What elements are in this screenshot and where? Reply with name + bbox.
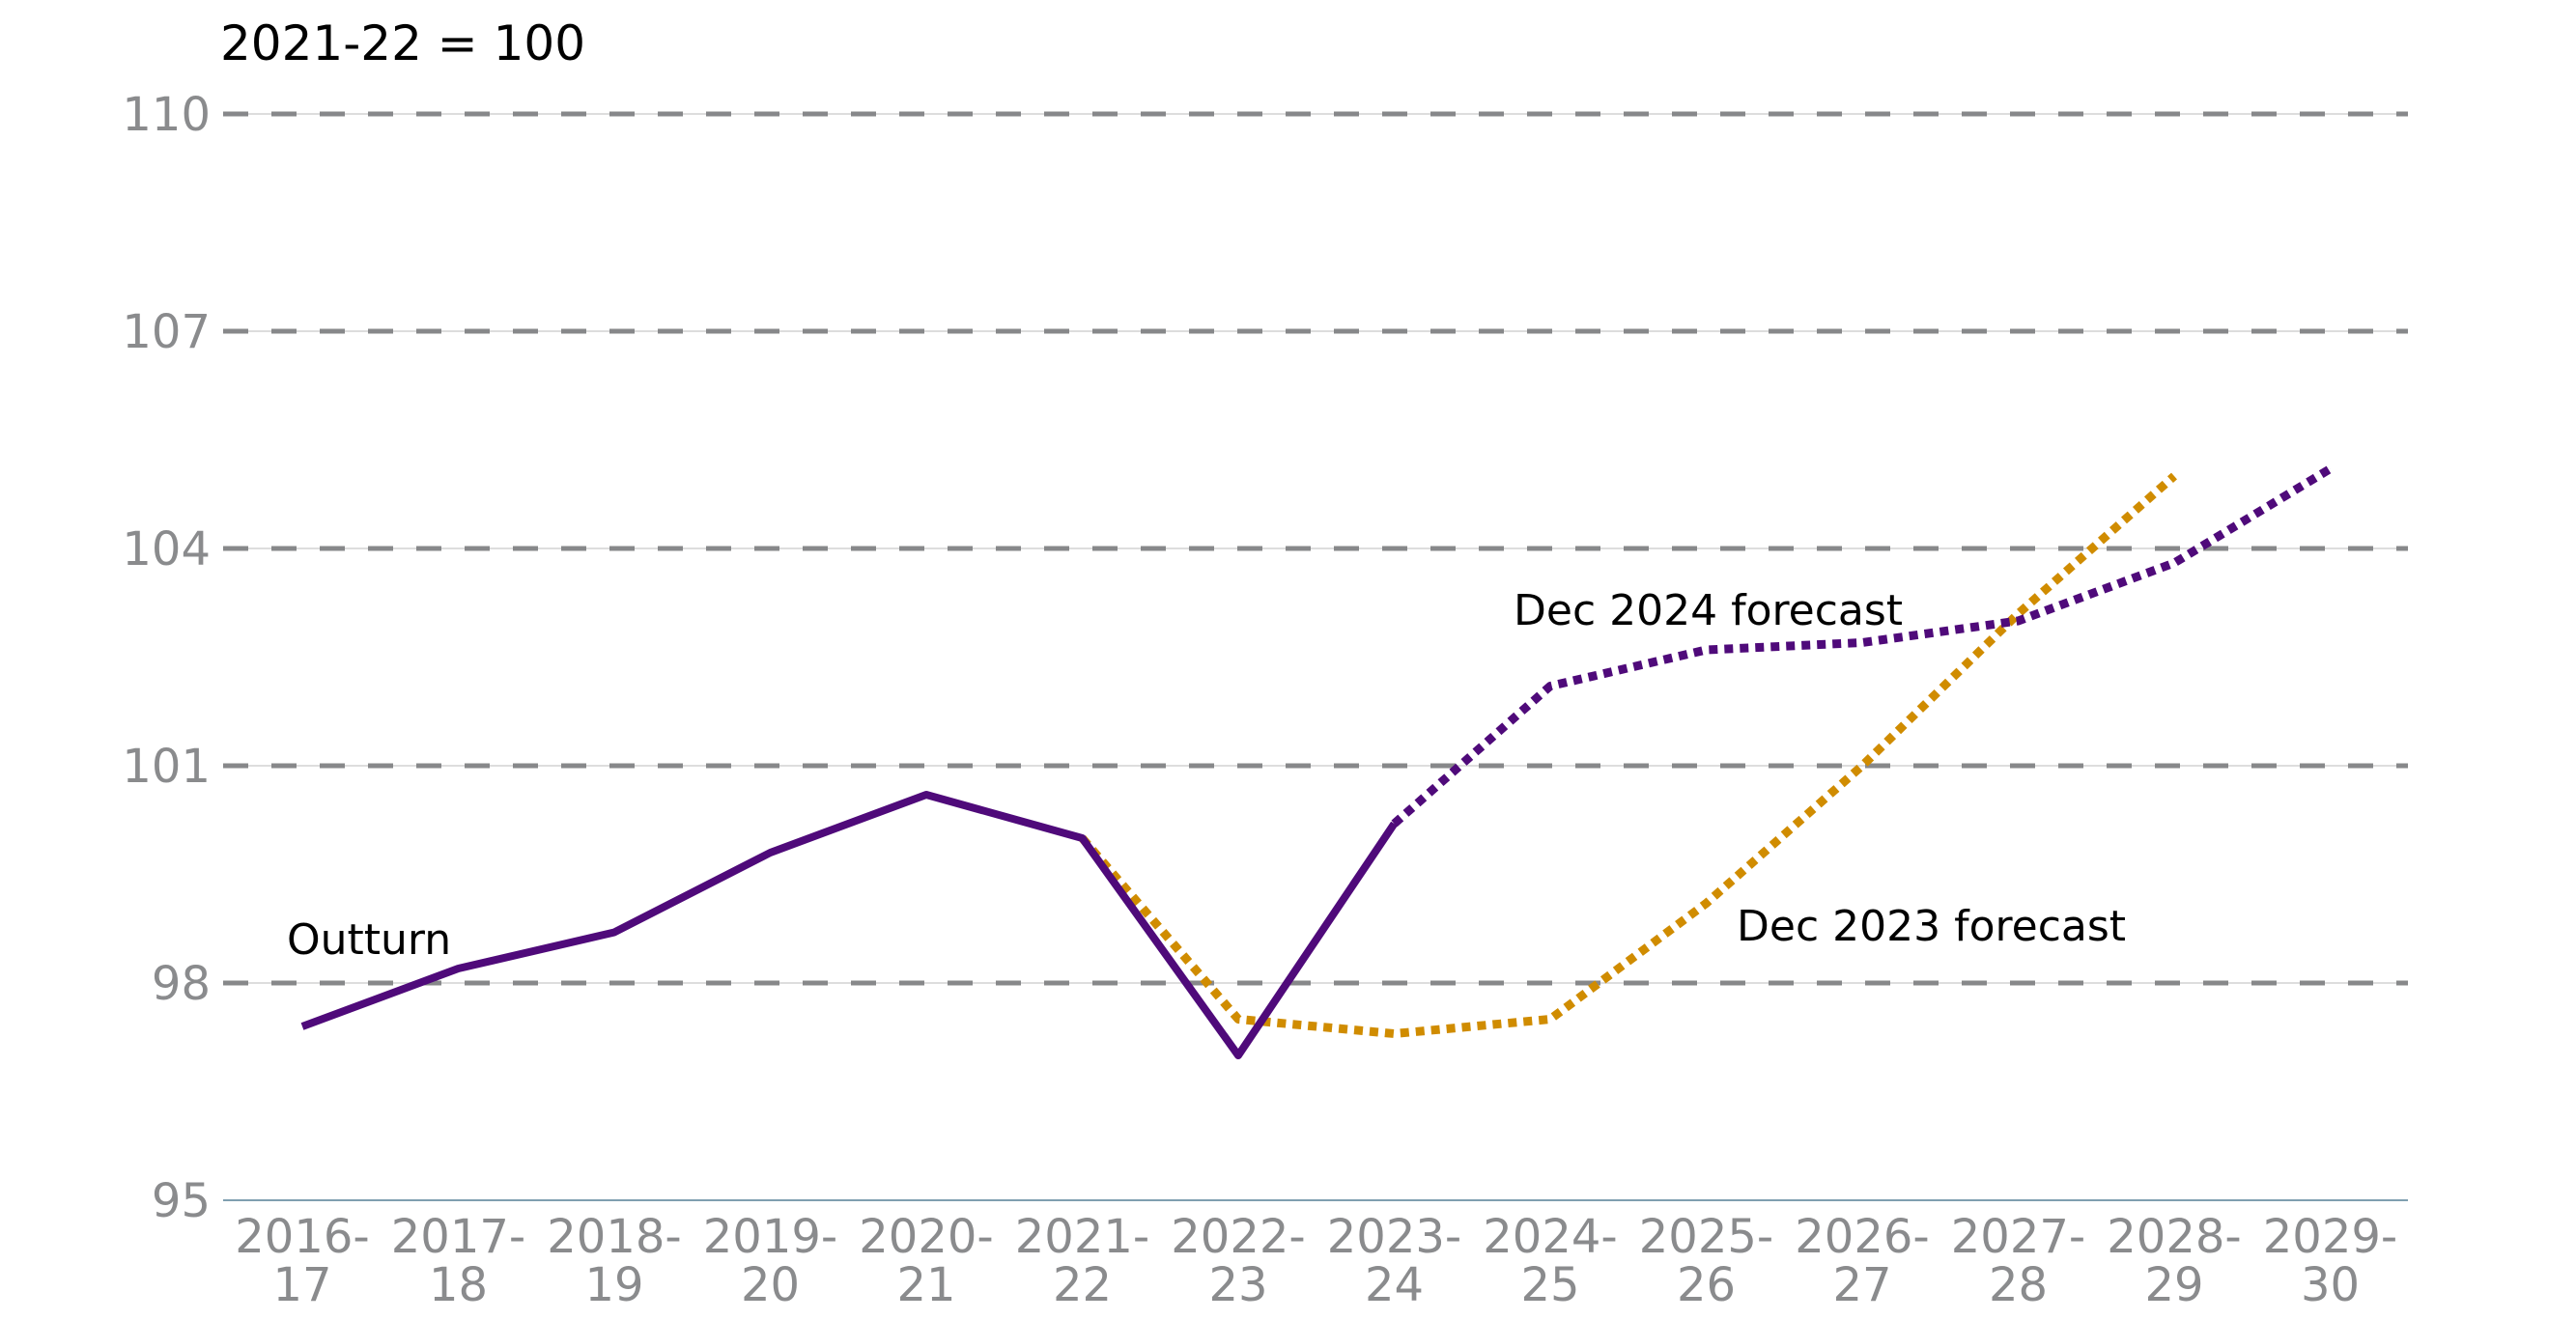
y-tick-label: 104 — [122, 522, 211, 576]
x-tick-label: 2024- — [1483, 1210, 1617, 1264]
y-axis-unit-label: 2021-22 = 100 — [220, 15, 585, 71]
x-tick-label: 24 — [1365, 1258, 1424, 1312]
x-tick-label: 2026- — [1795, 1210, 1929, 1264]
x-tick-label: 2020- — [859, 1210, 993, 1264]
x-tick-label: 25 — [1520, 1258, 1579, 1312]
x-tick-label: 30 — [2301, 1258, 2360, 1312]
y-tick-label: 95 — [152, 1174, 211, 1228]
series-line-outturn — [300, 791, 1398, 1059]
x-tick-label: 20 — [741, 1258, 800, 1312]
x-tick-label: 26 — [1677, 1258, 1736, 1312]
x-tick-label: 17 — [272, 1258, 331, 1312]
x-tick-label: 29 — [2144, 1258, 2203, 1312]
x-tick-label: 2018- — [547, 1210, 681, 1264]
x-tick-label: 2022- — [1171, 1210, 1305, 1264]
x-tick-label: 27 — [1832, 1258, 1891, 1312]
series-line-dec-2024-forecast — [1391, 464, 2333, 828]
y-tick-label: 110 — [122, 88, 211, 142]
label-outturn: Outturn — [287, 915, 451, 965]
x-tick-label: 2017- — [391, 1210, 525, 1264]
x-tick-label: 2019- — [703, 1210, 837, 1264]
x-tick-label: 2027- — [1951, 1210, 2085, 1264]
x-tick-label: 2023- — [1327, 1210, 1461, 1264]
y-tick-label: 107 — [122, 305, 211, 359]
x-tick-label: 2025- — [1639, 1210, 1773, 1264]
y-tick-label: 98 — [152, 957, 211, 1011]
label-dec-2024-forecast: Dec 2024 forecast — [1514, 586, 1903, 635]
x-tick-label: 19 — [584, 1258, 643, 1312]
y-tick-label: 101 — [122, 740, 211, 794]
x-tick-label: 2028- — [2107, 1210, 2241, 1264]
x-tick-label: 23 — [1208, 1258, 1267, 1312]
x-tick-label: 2021- — [1015, 1210, 1149, 1264]
x-tick-label: 21 — [896, 1258, 955, 1312]
x-tick-label: 2016- — [235, 1210, 369, 1264]
x-tick-label: 2029- — [2263, 1210, 2397, 1264]
x-tick-label: 22 — [1053, 1258, 1112, 1312]
x-tick-label: 28 — [1989, 1258, 2048, 1312]
x-tick-label: 18 — [429, 1258, 488, 1312]
label-dec-2023-forecast: Dec 2023 forecast — [1737, 902, 2126, 951]
